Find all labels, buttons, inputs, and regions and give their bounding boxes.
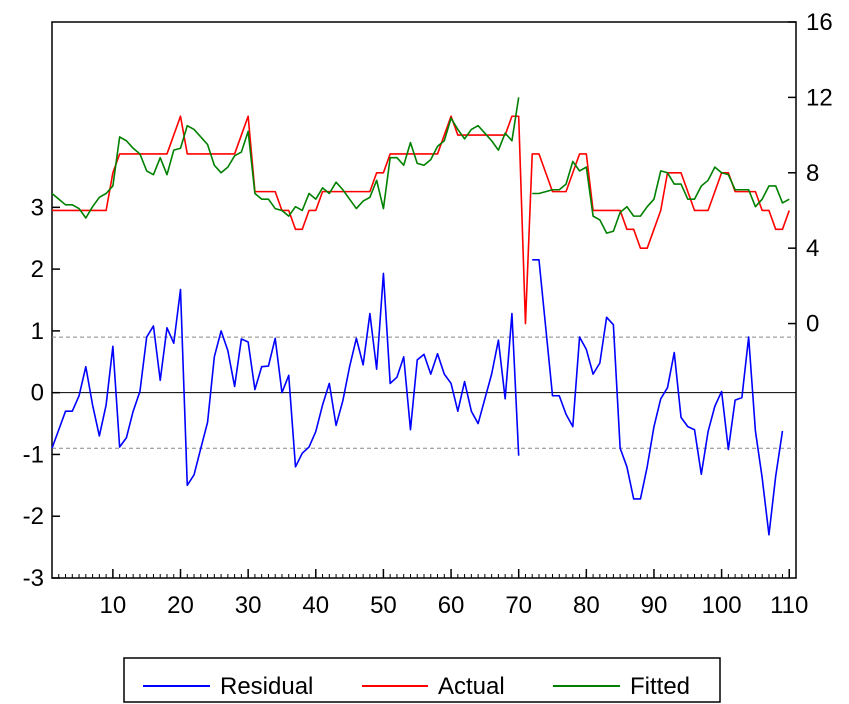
- left-tick-label: -2: [23, 503, 44, 530]
- left-tick-label: 1: [31, 318, 44, 345]
- x-tick-label: 30: [235, 592, 262, 619]
- plot-frame: [51, 21, 797, 579]
- legend-label-residual: Residual: [220, 673, 313, 700]
- legend-label-actual: Actual: [438, 673, 505, 700]
- left-tick-label: -3: [23, 565, 44, 592]
- legend-box: [123, 657, 721, 703]
- x-axis: 10 20 30 40 50 60 70 80 90 100 110: [51, 569, 808, 619]
- left-tick-label: 2: [31, 256, 44, 283]
- residual-reference-lines: [52, 336, 796, 449]
- legend-label-fitted: Fitted: [630, 673, 690, 700]
- series-line-residual: [51, 259, 784, 536]
- series-line-fitted: [51, 97, 790, 234]
- legend: Residual Actual Fitted: [123, 657, 721, 703]
- x-tick-label: 110: [770, 592, 808, 619]
- left-axis: -3 -2 -1 0 1 2 3: [23, 194, 60, 592]
- right-tick-label: 4: [806, 235, 819, 262]
- x-tick-label: 100: [702, 592, 742, 619]
- right-tick-label: 16: [806, 9, 833, 36]
- x-tick-label: 90: [641, 592, 668, 619]
- left-tick-label: 3: [31, 194, 44, 221]
- x-tick-label: 40: [302, 592, 329, 619]
- series-line-actual: [52, 115, 790, 325]
- right-tick-label: 12: [806, 84, 833, 111]
- x-tick-label: 60: [438, 592, 465, 619]
- left-tick-label: 0: [31, 380, 44, 407]
- x-tick-label: 20: [167, 592, 194, 619]
- right-tick-label: 8: [806, 160, 819, 187]
- x-tick-label: 10: [100, 592, 127, 619]
- series-lines: [51, 97, 790, 536]
- x-tick-label: 50: [370, 592, 397, 619]
- x-tick-label: 70: [505, 592, 532, 619]
- x-tick-label: 80: [573, 592, 600, 619]
- right-tick-label: 0: [806, 311, 819, 338]
- right-axis: 0 4 8 12 16: [788, 9, 833, 338]
- left-tick-label: -1: [23, 441, 44, 468]
